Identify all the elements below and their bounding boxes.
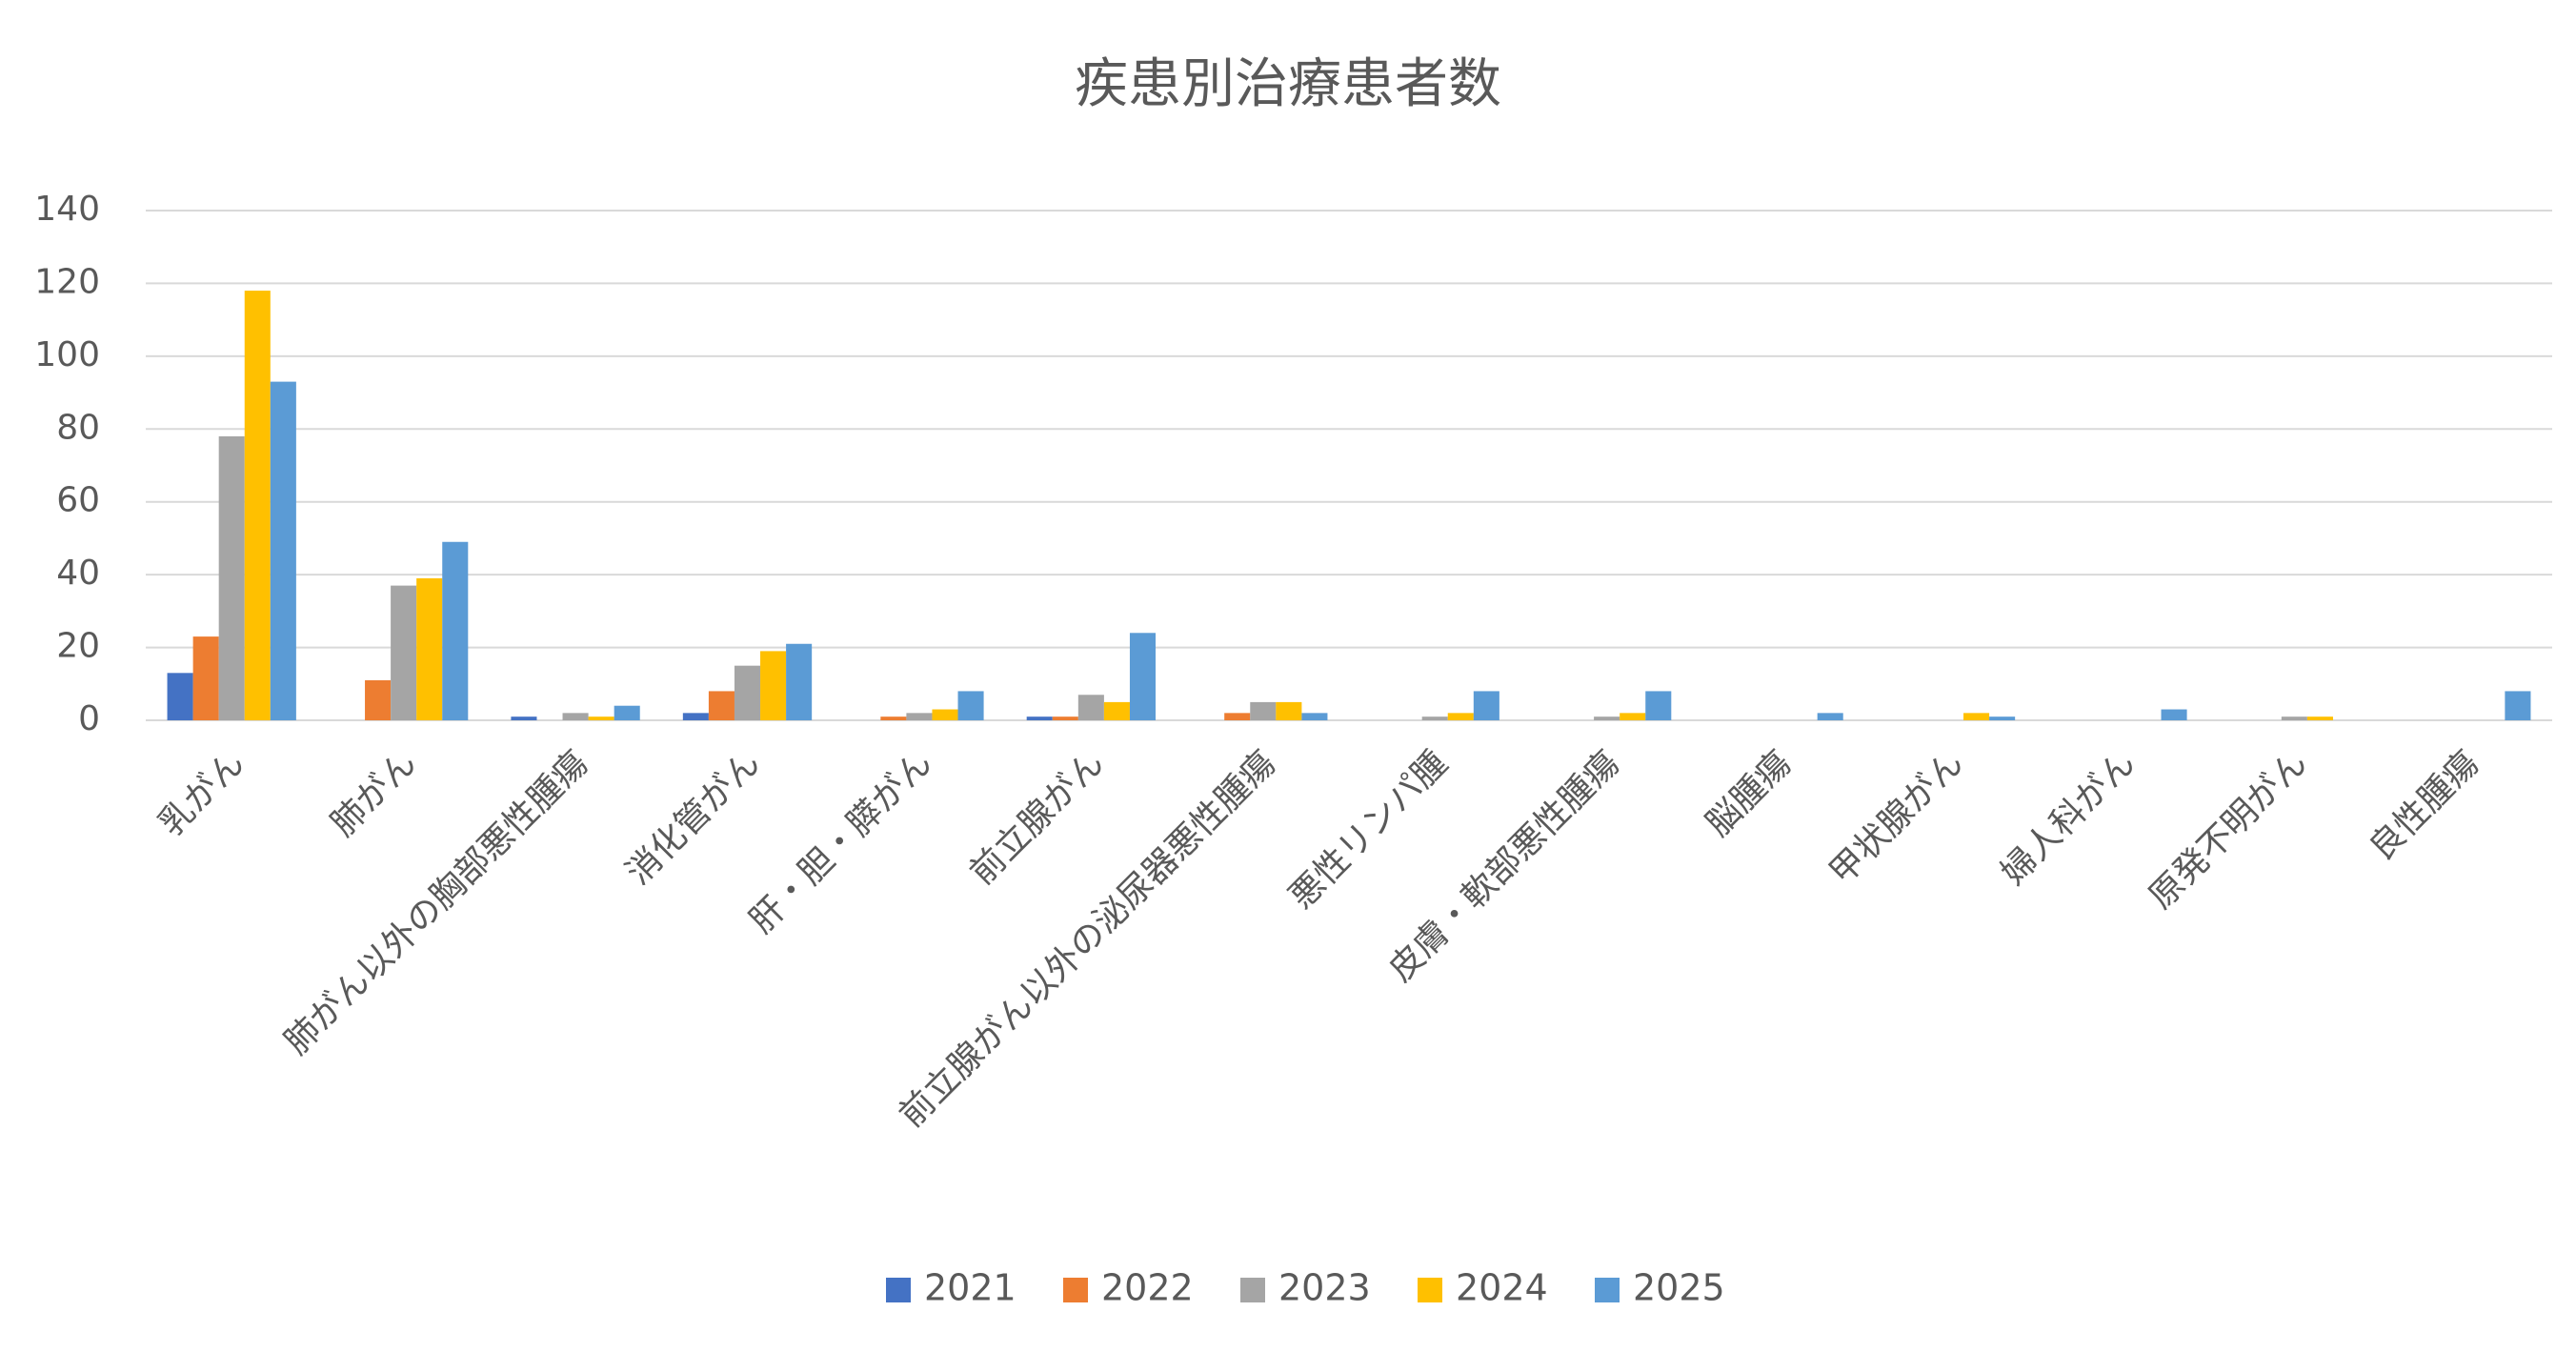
bar [614, 705, 640, 720]
y-tick-label: 20 [56, 627, 100, 666]
bar [2306, 716, 2333, 720]
bar [1989, 716, 2016, 720]
bar [1301, 713, 1328, 720]
bar [957, 691, 984, 720]
bar [880, 716, 907, 720]
legend-swatch [1063, 1278, 1088, 1302]
chart-title: 疾患別治療患者数 [1075, 53, 1501, 115]
y-tick-label: 60 [56, 481, 100, 520]
legend-label: 2025 [1633, 1267, 1725, 1309]
bar [1077, 695, 1104, 720]
bar [1447, 713, 1474, 720]
legend-swatch [1595, 1278, 1620, 1302]
bar [734, 665, 761, 720]
legend-swatch [886, 1278, 911, 1302]
bar [1103, 701, 1130, 720]
y-tick-label: 140 [34, 190, 100, 229]
y-tick-label: 80 [56, 408, 100, 447]
y-tick-label: 0 [78, 699, 100, 738]
bar [708, 691, 735, 720]
bar [1594, 716, 1620, 720]
bar [391, 585, 417, 720]
bar [167, 673, 193, 720]
bar [2161, 709, 2187, 720]
bar [1645, 691, 1672, 720]
legend-label: 2021 [924, 1267, 1016, 1309]
bar [1026, 716, 1053, 720]
y-tick-label: 120 [34, 262, 100, 301]
y-tick-label: 40 [56, 554, 100, 593]
legend-label: 2024 [1456, 1267, 1548, 1309]
legend-swatch [1418, 1278, 1442, 1302]
bar [192, 636, 219, 720]
bar [511, 716, 537, 720]
bar [1276, 701, 1302, 720]
bar [588, 716, 614, 720]
bar [682, 713, 709, 720]
legend-label: 2023 [1278, 1267, 1371, 1309]
bar [562, 713, 589, 720]
bar [2281, 716, 2307, 720]
bar [416, 577, 443, 720]
bar [442, 541, 469, 720]
bar [760, 651, 787, 720]
bar [1817, 713, 1843, 720]
bar [1224, 713, 1251, 720]
bar [218, 435, 245, 720]
bar [1250, 701, 1277, 720]
bar [786, 643, 813, 720]
bar [1421, 716, 1448, 720]
bar [1963, 713, 1990, 720]
bar [270, 381, 296, 720]
bar [244, 291, 271, 720]
legend-label: 2022 [1101, 1267, 1194, 1309]
y-tick-label: 100 [34, 335, 100, 374]
bar [1473, 691, 1499, 720]
bar [365, 679, 392, 720]
bar [906, 713, 933, 720]
bar [2505, 691, 2531, 720]
bar [1620, 713, 1646, 720]
bar [1052, 716, 1078, 720]
legend-swatch [1240, 1278, 1265, 1302]
bar [1129, 633, 1157, 720]
bar [932, 709, 958, 720]
